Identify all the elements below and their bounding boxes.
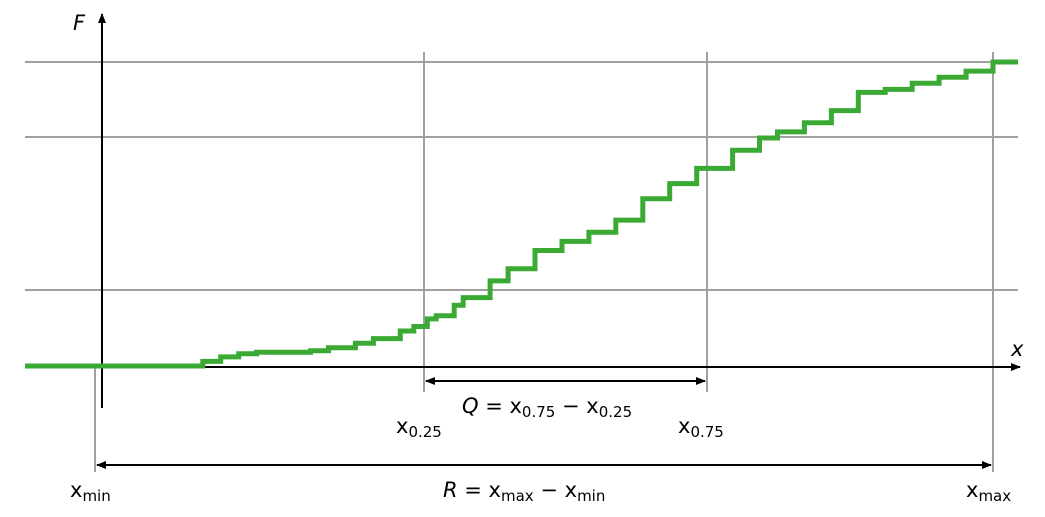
range-formula: R = xmax − xmin <box>443 478 605 505</box>
x-axis-label: x <box>1010 337 1024 361</box>
label-xmin: xmin <box>70 478 111 505</box>
label-xmax: xmax <box>966 478 1011 505</box>
ecdf-curve <box>25 59 1018 369</box>
label-x025: x0.25 <box>396 414 442 441</box>
iqr-formula: Q = x0.75 − x0.25 <box>462 394 632 421</box>
label-x075: x0.75 <box>678 414 724 441</box>
y-axis-label: F <box>73 11 86 35</box>
